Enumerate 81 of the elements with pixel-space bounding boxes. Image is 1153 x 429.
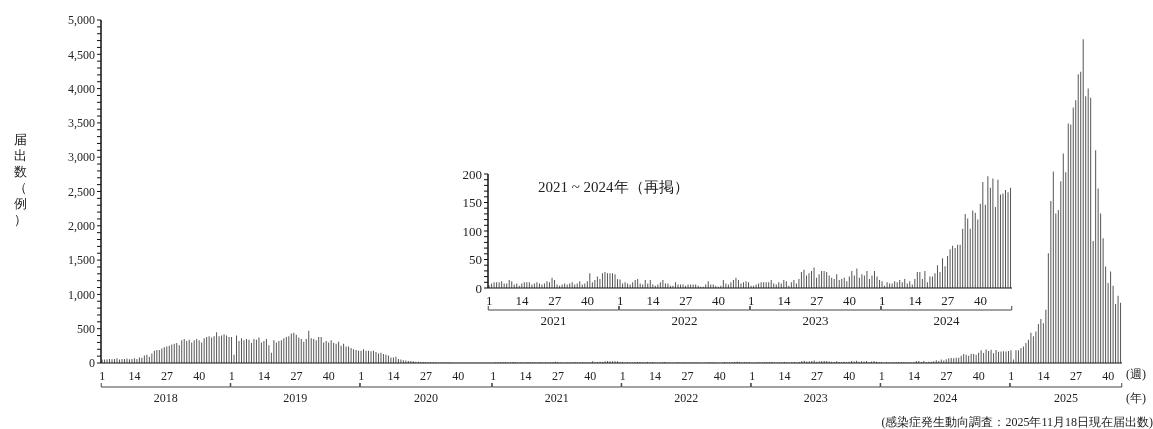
- x-tick-label: 14: [519, 368, 532, 383]
- y-axis-title: 届出数（例）: [12, 131, 28, 228]
- x-tick-label: 40: [452, 368, 465, 383]
- chart-title: 2021 ~ 2024年（再掲）: [538, 179, 689, 195]
- y-tick-label: 4,000: [68, 81, 95, 96]
- x-tick-label: 1: [619, 368, 626, 383]
- text: 2023: [803, 391, 828, 405]
- text: 2024: [933, 391, 958, 405]
- x-tick-label: 1: [1008, 368, 1015, 383]
- x-tick-label: 14: [646, 293, 661, 309]
- x-tick-label: 40: [584, 368, 597, 383]
- text: (感染症発生動向調査：2025年11月18日現在届出数): [881, 415, 1153, 429]
- y-tick-label: 0: [89, 356, 95, 371]
- x-tick-label: 40: [581, 293, 595, 309]
- annotation: 2021: [540, 313, 567, 328]
- x-tick-label: 1: [879, 293, 886, 309]
- x-tick-label: 14: [258, 368, 271, 383]
- y-tick-label: 5,000: [68, 13, 95, 28]
- text: 2021: [544, 391, 569, 405]
- y-tick-label: 0: [475, 280, 482, 296]
- x-tick-label: 27: [419, 368, 432, 383]
- text: 2019: [283, 391, 308, 405]
- x-tick-label: 14: [387, 368, 400, 383]
- y-tick-label: 1,000: [68, 287, 95, 302]
- y-tick-label: 2,500: [68, 184, 95, 199]
- text: (年): [1126, 391, 1146, 405]
- x-tick-label: 14: [649, 368, 662, 383]
- x-tick-label: 40: [843, 368, 856, 383]
- x-tick-label: 27: [290, 368, 303, 383]
- x-tick-label: 14: [515, 293, 530, 309]
- text: 2022: [674, 391, 699, 405]
- x-tick-label: 40: [843, 293, 857, 309]
- x-tick-label: 14: [777, 293, 792, 309]
- x-axis-title: (週): [1126, 367, 1146, 381]
- x-tick-label: 27: [810, 293, 824, 309]
- x-tick-label: 40: [193, 368, 206, 383]
- x-tick-label: 27: [681, 368, 694, 383]
- x-tick-label: 1: [617, 293, 624, 309]
- x-tick-label: 14: [128, 368, 141, 383]
- x-tick-label: 1: [99, 368, 106, 383]
- x-tick-label: 40: [972, 368, 985, 383]
- x-tick-label: 14: [778, 368, 791, 383]
- y-tick-label: 4,500: [68, 47, 95, 62]
- y-tick-label: 50: [469, 252, 482, 268]
- x-tick-label: 27: [551, 368, 564, 383]
- x-tick-label: 40: [712, 293, 726, 309]
- text: 2018: [153, 391, 178, 405]
- x-tick-label: 27: [940, 368, 953, 383]
- x-tick-label: 1: [358, 368, 365, 383]
- x-tick-label: 1: [486, 293, 493, 309]
- annotation: 2024: [933, 313, 960, 328]
- x-tick-label: 14: [908, 368, 921, 383]
- y-tick-label: 200: [462, 166, 482, 182]
- x-tick-label: 40: [974, 293, 988, 309]
- x-tick-label: 40: [1102, 368, 1115, 383]
- x-tick-label: 14: [908, 293, 923, 309]
- x-tick-label: 1: [228, 368, 235, 383]
- x-tick-label: 27: [1069, 368, 1082, 383]
- annotation: 2022: [671, 313, 698, 328]
- y-tick-label: 150: [462, 195, 482, 211]
- x-tick-label: 1: [878, 368, 885, 383]
- x-tick-label: 27: [810, 368, 823, 383]
- x-tick-label: 1: [490, 368, 497, 383]
- x-tick-label: 1: [748, 293, 755, 309]
- x-tick-label: 27: [941, 293, 955, 309]
- y-tick-label: 500: [77, 321, 95, 336]
- y-tick-label: 100: [462, 223, 482, 239]
- text: 2025: [1053, 391, 1078, 405]
- annotation: 2023: [802, 313, 829, 328]
- x-tick-label: 40: [322, 368, 335, 383]
- y-tick-label: 3,500: [68, 116, 95, 131]
- x-tick-label: 27: [160, 368, 173, 383]
- y-tick-label: 2,000: [68, 219, 95, 234]
- x-tick-label: 14: [1037, 368, 1050, 383]
- y-tick-label: 1,500: [68, 253, 95, 268]
- x-tick-label: 40: [713, 368, 726, 383]
- y-tick-label: 3,000: [68, 150, 95, 165]
- x-tick-label: 27: [679, 293, 693, 309]
- x-tick-label: 1: [749, 368, 756, 383]
- text: 2020: [413, 391, 438, 405]
- x-tick-label: 27: [548, 293, 562, 309]
